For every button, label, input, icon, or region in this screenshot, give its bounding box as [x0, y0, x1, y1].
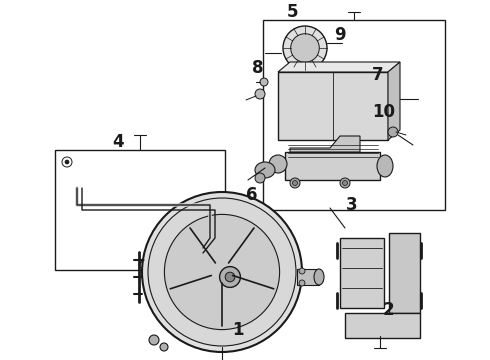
Circle shape [149, 335, 159, 345]
Circle shape [255, 89, 265, 99]
Circle shape [299, 268, 305, 274]
Text: 4: 4 [112, 133, 124, 151]
Circle shape [160, 343, 168, 351]
Circle shape [255, 173, 265, 183]
Circle shape [343, 180, 347, 185]
Bar [55, 150, 225, 270]
Bar [345, 313, 420, 338]
Text: 10: 10 [372, 103, 395, 121]
Text: 5: 5 [286, 3, 298, 21]
Ellipse shape [377, 155, 393, 177]
Ellipse shape [269, 155, 287, 173]
Bar [297, 269, 319, 285]
Ellipse shape [285, 152, 315, 180]
Ellipse shape [314, 269, 324, 285]
Circle shape [220, 267, 241, 287]
Circle shape [388, 127, 398, 137]
Circle shape [340, 178, 350, 188]
Bar [278, 72, 388, 140]
Circle shape [142, 192, 302, 352]
Circle shape [291, 34, 319, 62]
Polygon shape [388, 62, 400, 140]
Bar [263, 20, 445, 210]
Circle shape [225, 272, 235, 282]
Text: 6: 6 [246, 186, 258, 204]
Circle shape [290, 178, 300, 188]
Circle shape [65, 160, 69, 164]
Polygon shape [278, 62, 400, 72]
Circle shape [283, 26, 327, 70]
Text: 2: 2 [382, 301, 394, 319]
Circle shape [299, 280, 305, 286]
Text: 7: 7 [372, 66, 384, 84]
Circle shape [165, 215, 280, 330]
Bar [298, 68, 312, 82]
Circle shape [293, 180, 297, 185]
Circle shape [209, 256, 221, 268]
Bar [389, 233, 420, 313]
Circle shape [148, 198, 296, 346]
Circle shape [260, 78, 268, 86]
Bar [285, 152, 380, 180]
Bar [340, 238, 384, 308]
Text: 8: 8 [252, 59, 264, 77]
Text: 1: 1 [232, 321, 244, 339]
Polygon shape [290, 136, 360, 152]
Text: 9: 9 [334, 26, 346, 44]
Text: 3: 3 [346, 196, 358, 214]
Circle shape [213, 260, 218, 265]
Ellipse shape [255, 162, 275, 178]
